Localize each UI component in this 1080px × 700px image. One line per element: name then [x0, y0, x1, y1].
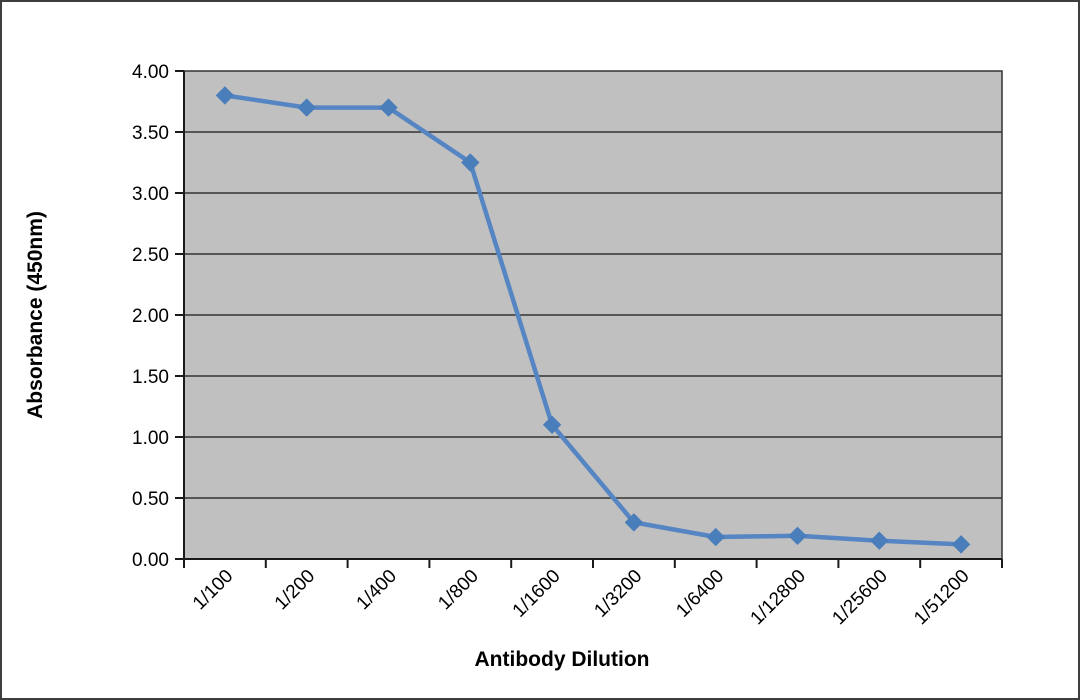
data-point-marker — [461, 153, 480, 172]
data-point-marker — [951, 535, 971, 554]
y-tick-label: 3.50 — [132, 123, 169, 144]
x-axis-title: Antibody Dilution — [475, 648, 650, 671]
series-line — [222, 93, 964, 547]
plot-generated-layer: 0.00 0.50 1.00 1.50 2.00 2.50 3.00 3.50 4.00 1/10… — [132, 62, 1003, 629]
y-tick-label: 0.50 — [132, 489, 169, 510]
y-tick-label: 1.00 — [132, 428, 169, 449]
x-tick-label: 1/1600 — [509, 566, 565, 622]
y-axis-title: Absorbance (450nm) — [24, 211, 47, 419]
data-point-marker — [870, 531, 889, 550]
data-point-marker — [215, 86, 235, 105]
data-point-marker — [624, 513, 644, 532]
y-tick-label: 3.00 — [132, 184, 169, 205]
data-point-marker — [542, 415, 562, 435]
x-tick-label: 1/51200 — [910, 566, 973, 629]
data-point-marker — [379, 98, 398, 117]
x-tick-label: 1/25600 — [828, 566, 891, 629]
y-tick-label: 1.50 — [132, 367, 169, 388]
y-tick-label: 2.50 — [132, 245, 169, 266]
x-tick-label: 1/6400 — [672, 566, 728, 622]
data-point-marker — [297, 98, 316, 117]
x-tick-label: 1/800 — [434, 566, 482, 614]
x-tick-label: 1/3200 — [590, 566, 646, 622]
x-tick-label: 1/400 — [353, 566, 401, 614]
data-point-marker — [706, 527, 725, 547]
y-tick-label: 4.00 — [132, 62, 169, 83]
y-tick-label: 2.00 — [132, 306, 169, 327]
x-tick-label: 1/200 — [271, 566, 319, 614]
data-point-marker — [788, 526, 807, 546]
x-tick-label: 1/100 — [189, 566, 237, 614]
y-tick-label: 0.00 — [132, 550, 169, 571]
x-tick-label: 1/12800 — [747, 566, 810, 629]
